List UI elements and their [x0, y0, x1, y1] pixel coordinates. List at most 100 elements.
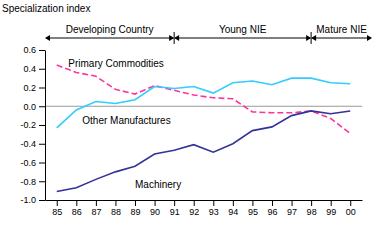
y-tick: 0.0 [23, 102, 45, 112]
series-line [57, 111, 351, 192]
y-tick-label: 0.2 [23, 83, 36, 93]
period-arrow [312, 38, 371, 39]
x-tick-label: 97 [287, 207, 297, 217]
y-tick-label: -0.2 [20, 120, 36, 130]
x-tick-label: 86 [72, 207, 82, 217]
lines [57, 65, 351, 192]
y-tick-mark [39, 200, 45, 201]
period-arrow [175, 38, 310, 39]
x-tick: 89 [131, 200, 141, 217]
series-label: Machinery [135, 179, 181, 190]
period-label: Young NIE [219, 24, 267, 35]
period-separator [311, 32, 312, 44]
x-tick-mark [272, 200, 273, 206]
y-tick: -0.8 [20, 177, 45, 187]
y-tick-label: -0.6 [20, 158, 36, 168]
period-arrow [46, 38, 173, 39]
x-tick: 97 [287, 200, 297, 217]
x-tick: 88 [111, 200, 121, 217]
x-tick: 95 [248, 200, 258, 217]
x-tick-label: 89 [131, 207, 141, 217]
x-tick: 99 [326, 200, 336, 217]
x-tick-label: 93 [209, 207, 219, 217]
x-tick-mark [350, 200, 351, 206]
x-tick: 92 [189, 200, 199, 217]
x-tick: 86 [72, 200, 82, 217]
arrow-head [45, 35, 50, 41]
y-tick-mark [39, 106, 45, 107]
period-annotation: Young NIE [174, 24, 311, 44]
y-tick-label: -0.4 [20, 139, 36, 149]
y-axis-title: Specialization index [2, 3, 90, 14]
arrow-head [306, 35, 311, 41]
y-tick-mark [39, 88, 45, 89]
y-tick-mark [39, 144, 45, 145]
x-tick-mark [213, 200, 214, 206]
period-label: Mature NIE [316, 24, 367, 35]
x-tick-label: 85 [52, 207, 62, 217]
y-tick-mark [39, 163, 45, 164]
y-tick-mark [39, 50, 45, 51]
x-tick-label: 87 [91, 207, 101, 217]
x-tick-label: 88 [111, 207, 121, 217]
x-tick-label: 92 [189, 207, 199, 217]
x-tick-label: 91 [170, 207, 180, 217]
x-tick-mark [233, 200, 234, 206]
arrow-head [367, 35, 372, 41]
y-tick: -1.0 [20, 195, 45, 205]
y-tick-label: 0.0 [23, 102, 36, 112]
period-annotation: Mature NIE [311, 24, 372, 44]
y-tick-mark [39, 125, 45, 126]
x-tick-label: 00 [346, 207, 356, 217]
chart: Specialization index 0.6 0.4 0.2 0.0 -0.2 -0.4… [0, 0, 380, 231]
x-tick-mark [331, 200, 332, 206]
x-tick-mark [76, 200, 77, 206]
arrow-head [169, 35, 174, 41]
x-tick: 85 [52, 200, 62, 217]
x-tick-mark [57, 200, 58, 206]
y-tick-label: 0.4 [23, 64, 36, 74]
x-axis-line [46, 200, 363, 201]
y-tick-mark [39, 181, 45, 182]
x-tick-label: 96 [267, 207, 277, 217]
x-tick: 00 [346, 200, 356, 217]
y-tick-label: 0.6 [23, 45, 36, 55]
x-tick-label: 94 [228, 207, 238, 217]
x-tick-mark [174, 200, 175, 206]
x-axis: 85 86 87 88 89 90 91 92 93 94 95 96 97 98 99 00 [46, 200, 363, 217]
period-annotation: Developing Country [45, 24, 174, 41]
period-separator [174, 32, 175, 44]
x-tick-label: 99 [326, 207, 336, 217]
x-tick: 91 [170, 200, 180, 217]
arrow-head [311, 35, 316, 41]
arrow-head [174, 35, 179, 41]
zero-line [45, 106, 362, 107]
y-tick: -0.6 [20, 158, 45, 168]
x-tick-mark [135, 200, 136, 206]
y-tick: 0.2 [23, 83, 45, 93]
series-line [57, 78, 351, 128]
y-tick-label: -0.8 [20, 177, 36, 187]
x-tick: 90 [150, 200, 160, 217]
x-tick-mark [252, 200, 253, 206]
y-tick-label: -1.0 [20, 195, 36, 205]
y-axis-line [45, 51, 46, 201]
x-tick-mark [115, 200, 116, 206]
x-tick-mark [155, 200, 156, 206]
x-tick-label: 90 [150, 207, 160, 217]
series-label: Primary Commodities [68, 58, 164, 69]
y-tick: 0.4 [23, 64, 45, 74]
y-axis: 0.6 0.4 0.2 0.0 -0.2 -0.4 -0.6 -0.8 -1.0 [20, 45, 45, 205]
y-tick: -0.2 [20, 120, 45, 130]
x-tick-mark [311, 200, 312, 206]
x-tick: 98 [307, 200, 317, 217]
series-label: Other Manufactures [82, 115, 170, 126]
y-tick: 0.6 [23, 45, 45, 55]
x-tick-label: 98 [307, 207, 317, 217]
x-tick: 96 [267, 200, 277, 217]
x-tick-mark [292, 200, 293, 206]
x-tick-mark [194, 200, 195, 206]
x-tick: 87 [91, 200, 101, 217]
y-tick-mark [39, 69, 45, 70]
x-tick: 94 [228, 200, 238, 217]
